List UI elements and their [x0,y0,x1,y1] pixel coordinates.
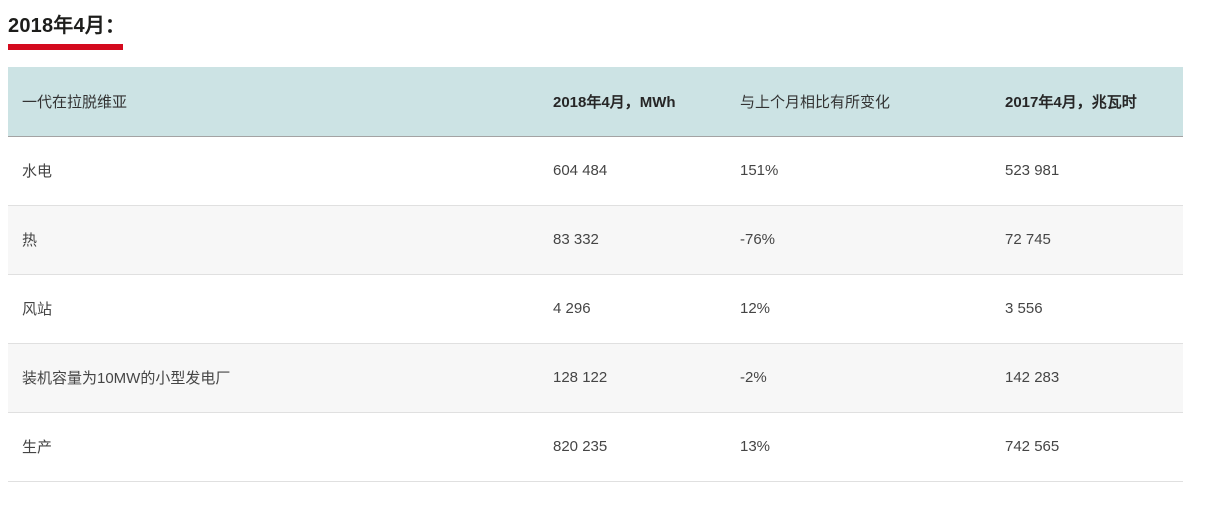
row-label: 风站 [8,274,539,344]
column-header-change: 与上个月相比有所变化 [726,67,991,137]
generation-table: 一代在拉脱维亚 2018年4月，MWh 与上个月相比有所变化 2017年4月，兆… [8,67,1183,482]
value-2018-mwh: 128 122 [539,343,726,413]
column-header-generation: 一代在拉脱维亚 [8,67,539,137]
page-title: 2018年4月： [8,15,126,37]
value-change: 151% [726,136,991,206]
table-header: 一代在拉脱维亚 2018年4月，MWh 与上个月相比有所变化 2017年4月，兆… [8,67,1183,137]
value-2018-mwh: 604 484 [539,136,726,206]
value-change: -76% [726,205,991,275]
table-row: 热 83 332 -76% 72 745 [8,205,1183,275]
value-2017-mwh: 142 283 [991,343,1183,413]
table-row: 生产 820 235 13% 742 565 [8,412,1183,482]
table-row: 风站 4 296 12% 3 556 [8,274,1183,344]
table-row: 水电 604 484 151% 523 981 [8,136,1183,206]
title-underline-bar [8,44,123,50]
value-2017-mwh: 523 981 [991,136,1183,206]
table-row: 装机容量为10MW的小型发电厂 128 122 -2% 142 283 [8,343,1183,413]
row-label: 生产 [8,412,539,482]
column-header-2017-mwh: 2017年4月，兆瓦时 [991,67,1183,137]
value-2018-mwh: 820 235 [539,412,726,482]
value-2017-mwh: 742 565 [991,412,1183,482]
value-change: 13% [726,412,991,482]
row-label: 水电 [8,136,539,206]
row-label: 热 [8,205,539,275]
value-2018-mwh: 4 296 [539,274,726,344]
value-2017-mwh: 3 556 [991,274,1183,344]
value-change: -2% [726,343,991,413]
column-header-2018-mwh: 2018年4月，MWh [539,67,726,137]
table-header-row: 一代在拉脱维亚 2018年4月，MWh 与上个月相比有所变化 2017年4月，兆… [8,67,1183,137]
value-2018-mwh: 83 332 [539,205,726,275]
row-label: 装机容量为10MW的小型发电厂 [8,343,539,413]
value-change: 12% [726,274,991,344]
value-2017-mwh: 72 745 [991,205,1183,275]
